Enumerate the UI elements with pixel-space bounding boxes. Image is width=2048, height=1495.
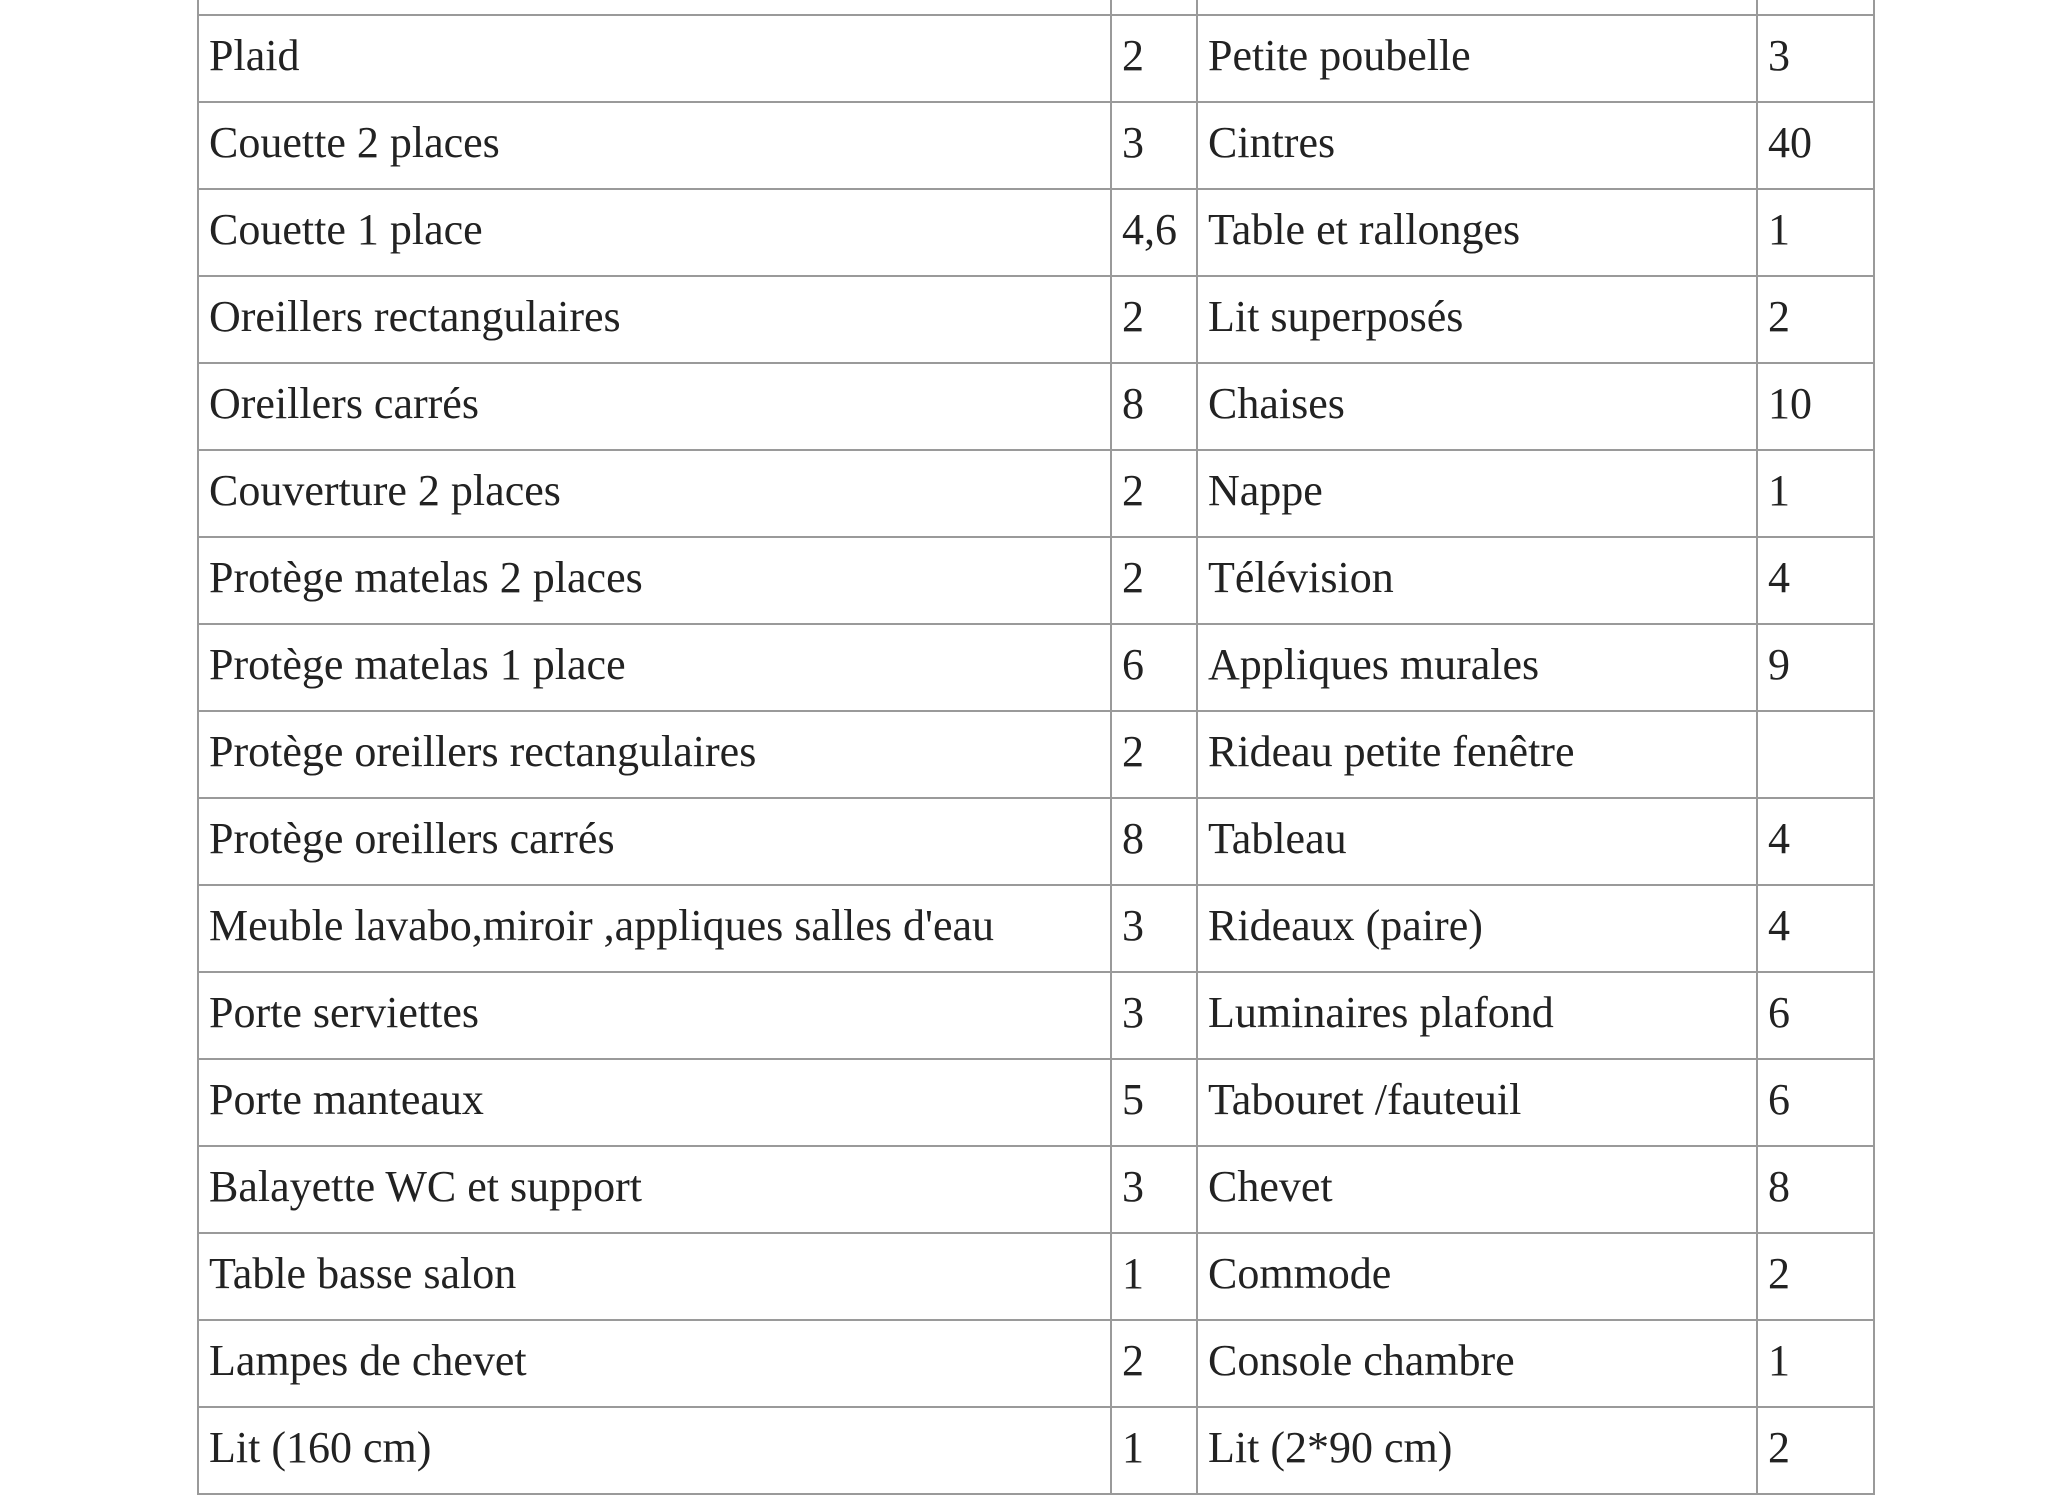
item-qty: 2	[1756, 275, 1875, 364]
table-row: Meuble lavabo,miroir ,appliques salles d…	[197, 884, 1875, 973]
item-name: Tableau	[1196, 797, 1758, 886]
item-qty: 1	[1110, 1232, 1198, 1321]
item-qty: 2	[1110, 536, 1198, 625]
item-qty: 4	[1756, 884, 1875, 973]
item-qty: 40	[1756, 101, 1875, 190]
table-row: Plaid 2 Petite poubelle 3	[197, 14, 1875, 103]
item-name: Lit (160 cm)	[197, 1406, 1112, 1495]
item-name: Commode	[1196, 1232, 1758, 1321]
item-qty: 6	[1756, 1058, 1875, 1147]
table-row: Lampes de chevet 2 Console chambre 1	[197, 1319, 1875, 1408]
table-row: Porte serviettes 3 Luminaires plafond 6	[197, 971, 1875, 1060]
table-row: Oreillers carrés 8 Chaises 10	[197, 362, 1875, 451]
page: Plaid 2 Petite poubelle 3 Couette 2 places 3 C…	[197, 0, 1875, 1495]
item-name: Appliques murales	[1196, 623, 1758, 712]
table-row: Protège oreillers rectangulaires 2 Rideau …	[197, 710, 1875, 799]
item-name: Meuble lavabo,miroir ,appliques salles d…	[197, 884, 1112, 973]
item-qty: 8	[1110, 362, 1198, 451]
item-qty: 2	[1110, 710, 1198, 799]
item-name: Chaises	[1196, 362, 1758, 451]
cell	[197, 0, 1112, 16]
item-name: Tabouret /fauteuil	[1196, 1058, 1758, 1147]
item-qty: 8	[1110, 797, 1198, 886]
inventory-table: Plaid 2 Petite poubelle 3 Couette 2 places 3 C…	[197, 0, 1875, 1495]
item-name: Table et rallonges	[1196, 188, 1758, 277]
item-qty: 1	[1756, 449, 1875, 538]
item-qty: 2	[1756, 1406, 1875, 1495]
item-name: Protège matelas 2 places	[197, 536, 1112, 625]
item-name: Porte manteaux	[197, 1058, 1112, 1147]
item-name: Console chambre	[1196, 1319, 1758, 1408]
item-qty: 3	[1110, 971, 1198, 1060]
table-row: Couette 1 place 4,6 Table et rallonges 1	[197, 188, 1875, 277]
item-name: Protège oreillers rectangulaires	[197, 710, 1112, 799]
item-name: Porte serviettes	[197, 971, 1112, 1060]
cell	[1196, 0, 1758, 16]
item-name: Rideau petite fenêtre	[1196, 710, 1758, 799]
table-row: Protège matelas 1 place 6 Appliques murale…	[197, 623, 1875, 712]
item-name: Nappe	[1196, 449, 1758, 538]
item-name: Cintres	[1196, 101, 1758, 190]
item-name: Oreillers carrés	[197, 362, 1112, 451]
item-name: Luminaires plafond	[1196, 971, 1758, 1060]
item-qty	[1756, 710, 1875, 799]
item-name: Lit (2*90 cm)	[1196, 1406, 1758, 1495]
item-qty: 4	[1756, 536, 1875, 625]
item-name: Couette 1 place	[197, 188, 1112, 277]
item-qty: 1	[1756, 188, 1875, 277]
item-qty: 10	[1756, 362, 1875, 451]
item-name: Lit superposés	[1196, 275, 1758, 364]
item-qty: 2	[1110, 449, 1198, 538]
item-qty: 2	[1110, 1319, 1198, 1408]
item-qty: 8	[1756, 1145, 1875, 1234]
item-qty: 4,6	[1110, 188, 1198, 277]
table-row: Table basse salon 1 Commode 2	[197, 1232, 1875, 1321]
item-name: Petite poubelle	[1196, 14, 1758, 103]
item-qty: 3	[1110, 101, 1198, 190]
item-name: Couverture 2 places	[197, 449, 1112, 538]
item-name: Télévision	[1196, 536, 1758, 625]
item-name: Couette 2 places	[197, 101, 1112, 190]
table-body: Plaid 2 Petite poubelle 3 Couette 2 places 3 C…	[197, 0, 1875, 1495]
item-name: Lampes de chevet	[197, 1319, 1112, 1408]
cell	[1756, 0, 1875, 16]
table-row: Lit (160 cm) 1 Lit (2*90 cm) 2	[197, 1406, 1875, 1495]
table-row: Oreillers rectangulaires 2 Lit superposés 2	[197, 275, 1875, 364]
item-qty: 4	[1756, 797, 1875, 886]
item-qty: 9	[1756, 623, 1875, 712]
item-qty: 3	[1110, 1145, 1198, 1234]
item-name: Rideaux (paire)	[1196, 884, 1758, 973]
item-name: Oreillers rectangulaires	[197, 275, 1112, 364]
table-row: Protège oreillers carrés 8 Tableau 4	[197, 797, 1875, 886]
item-name: Protège oreillers carrés	[197, 797, 1112, 886]
item-name: Protège matelas 1 place	[197, 623, 1112, 712]
item-qty: 1	[1110, 1406, 1198, 1495]
item-qty: 2	[1110, 275, 1198, 364]
item-name: Plaid	[197, 14, 1112, 103]
item-qty: 3	[1110, 884, 1198, 973]
table-row: Couverture 2 places 2 Nappe 1	[197, 449, 1875, 538]
item-qty: 3	[1756, 14, 1875, 103]
item-name: Chevet	[1196, 1145, 1758, 1234]
cut-row	[197, 0, 1875, 16]
item-qty: 1	[1756, 1319, 1875, 1408]
item-qty: 6	[1110, 623, 1198, 712]
item-qty: 2	[1756, 1232, 1875, 1321]
table-row: Couette 2 places 3 Cintres 40	[197, 101, 1875, 190]
table-row: Balayette WC et support 3 Chevet 8	[197, 1145, 1875, 1234]
item-qty: 5	[1110, 1058, 1198, 1147]
item-name: Table basse salon	[197, 1232, 1112, 1321]
table-wrap: Plaid 2 Petite poubelle 3 Couette 2 places 3 C…	[197, 0, 1875, 1495]
cell	[1110, 0, 1198, 16]
table-row: Porte manteaux 5 Tabouret /fauteuil 6	[197, 1058, 1875, 1147]
table-row: Protège matelas 2 places 2 Télévision 4	[197, 536, 1875, 625]
item-qty: 2	[1110, 14, 1198, 103]
item-name: Balayette WC et support	[197, 1145, 1112, 1234]
item-qty: 6	[1756, 971, 1875, 1060]
